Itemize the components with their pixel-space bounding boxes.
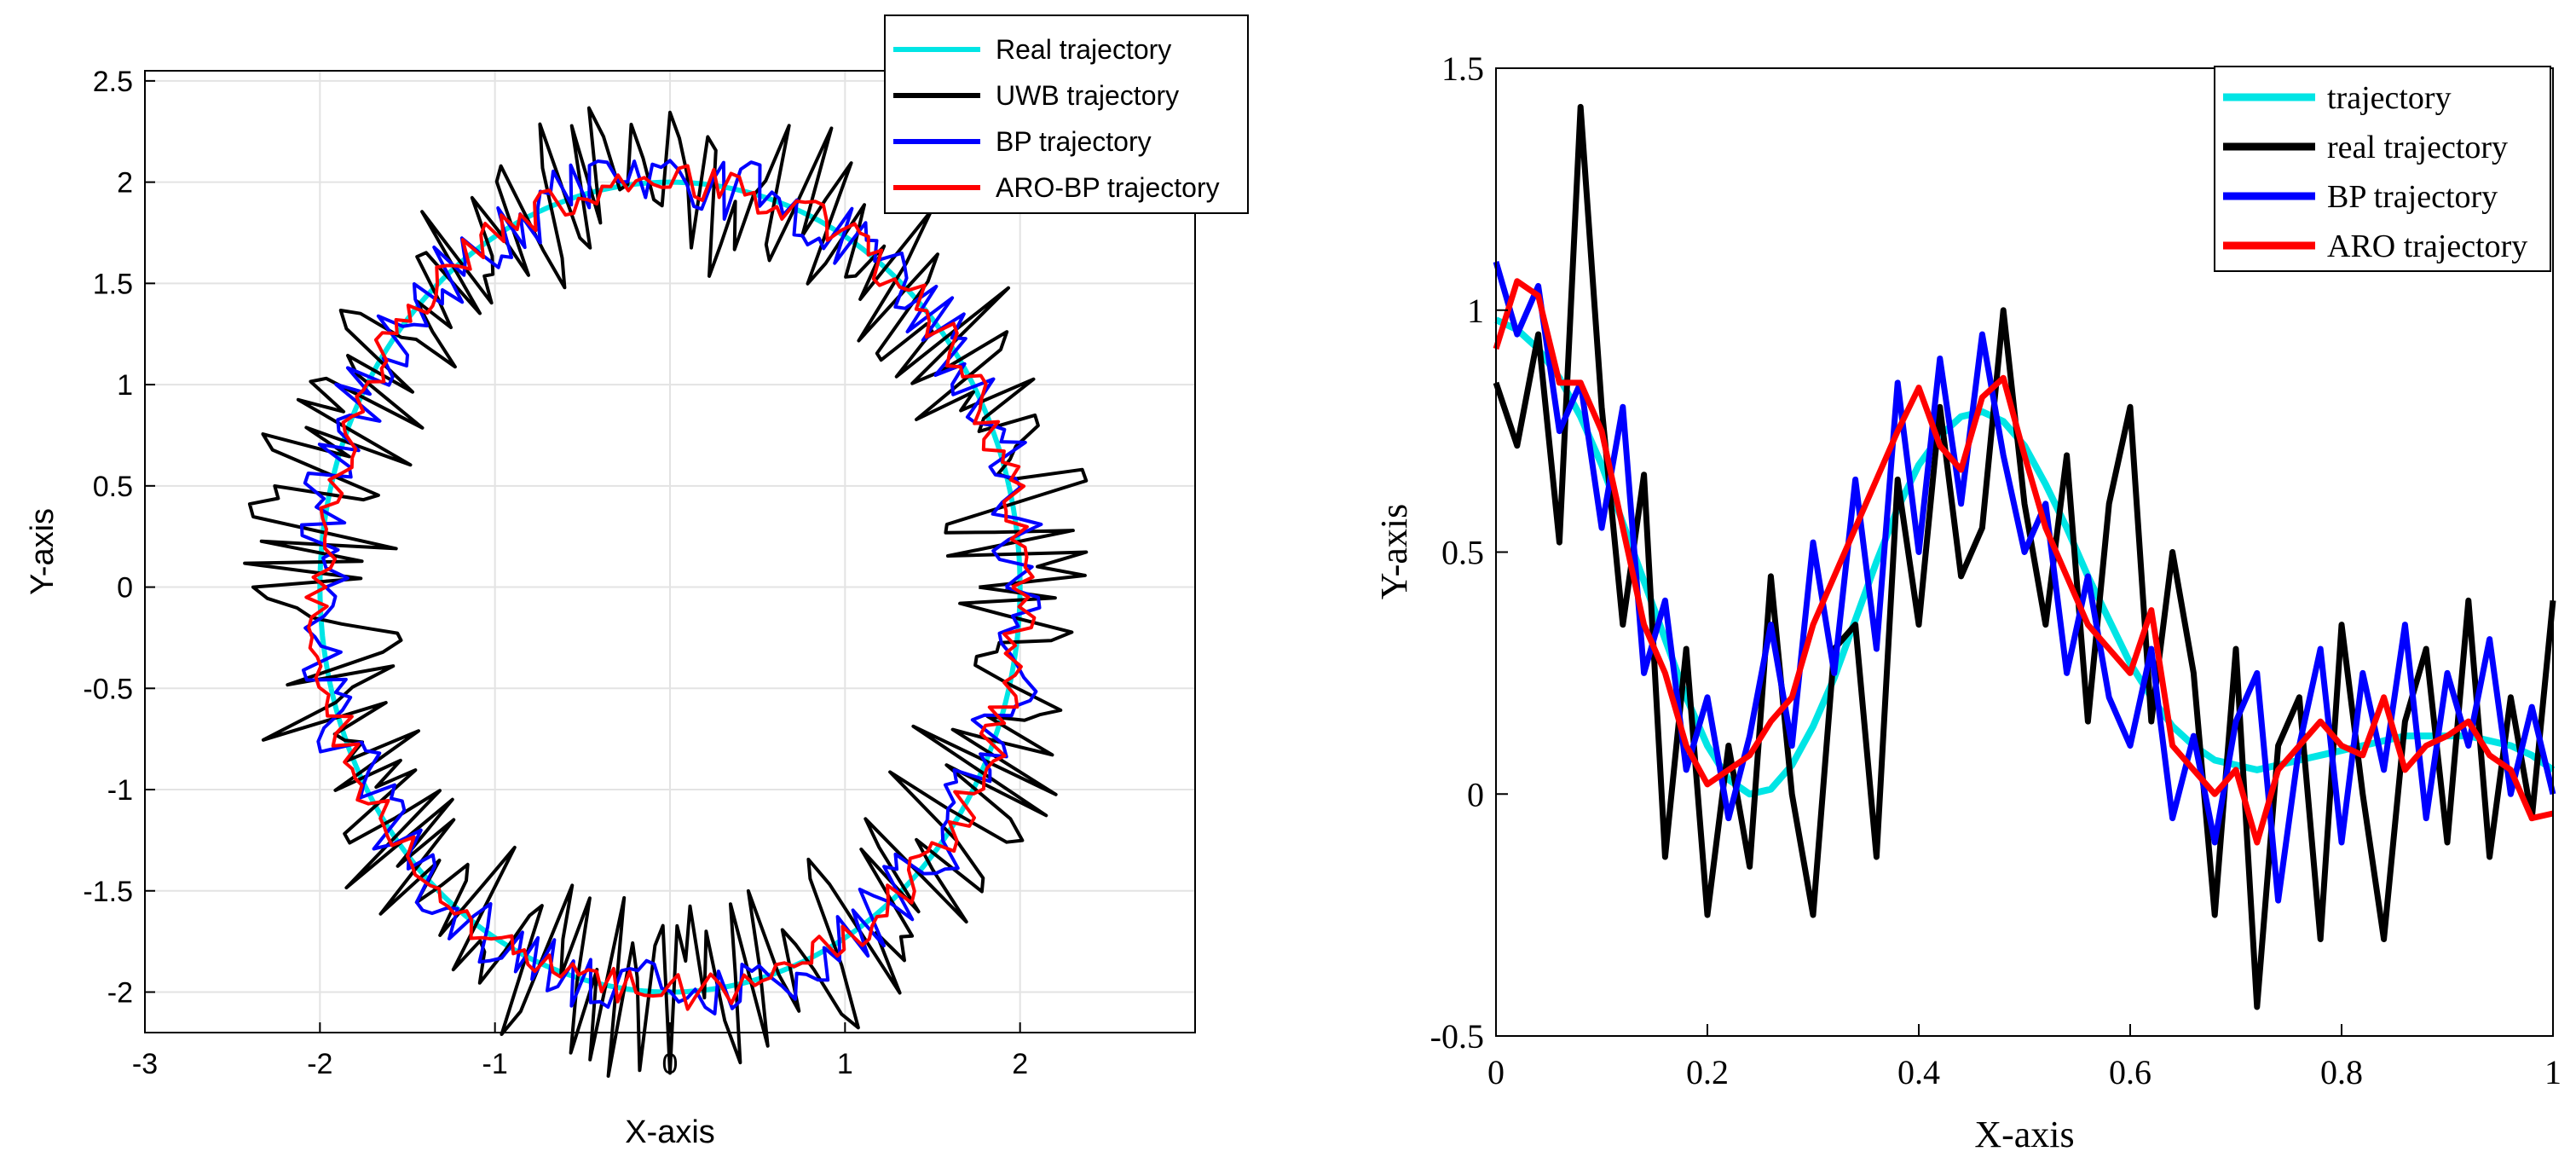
y-tick-label: 0.5 bbox=[93, 471, 133, 503]
chart-left-series bbox=[243, 106, 1089, 1078]
y-tick-label: -1.5 bbox=[83, 876, 133, 908]
chart-right: 0 0.2 0.4 0.6 0.8 1-0.500.511.5 X-axis Y-axis… bbox=[1373, 49, 2562, 1155]
legend-label-bp-trajectory: BP trajectory bbox=[996, 126, 1152, 157]
x-tick-label: 0.2 bbox=[1686, 1053, 1729, 1091]
chart-left-x-axis-label: X-axis bbox=[625, 1114, 715, 1150]
legend-label-aro-bp-trajectory: ARO-BP trajectory bbox=[996, 172, 1220, 203]
y-tick-label: 2.5 bbox=[93, 66, 133, 98]
x-tick-label: 0.8 bbox=[2320, 1053, 2363, 1091]
chart-left: -3 -2 -1 0 1 2 -2 -1.5 -1 -0.5 0 0.5 1 1.5 2 2.5 X-axis… bbox=[25, 14, 1249, 1150]
legend-label-uwb-trajectory: UWB trajectory bbox=[996, 80, 1179, 111]
legend-label-aro-trajectory: ARO trajectory bbox=[2327, 229, 2527, 264]
chart-left-ticks: -3 -2 -1 0 1 2 -2 -1.5 -1 -0.5 0 0.5 1 1.5 2 2.5 bbox=[83, 66, 1028, 1080]
legend-label-real-trajectory: real trajectory bbox=[2327, 130, 2508, 165]
series-line-aro-trajectory bbox=[1493, 278, 2554, 846]
y-tick-label: -2 bbox=[107, 977, 133, 1010]
chart-right-series bbox=[1493, 103, 2556, 1010]
legend-label-trajectory: trajectory bbox=[2327, 80, 2452, 116]
y-tick-label: 1 bbox=[117, 369, 133, 402]
chart-right-legend: trajectory real trajectory BP trajectory AR… bbox=[2214, 66, 2551, 272]
chart-left-y-axis-label: Y-axis bbox=[25, 508, 61, 595]
chart-right-x-axis-label: X-axis bbox=[1974, 1114, 2074, 1155]
series-line-aro-bp-trajectory bbox=[304, 164, 1037, 1011]
x-tick-label: -1 bbox=[482, 1048, 508, 1080]
y-tick-label: 0.5 bbox=[1441, 534, 1484, 572]
y-tick-label: 1.5 bbox=[1441, 49, 1484, 88]
legend-label-real-trajectory: Real trajectory bbox=[996, 34, 1171, 65]
x-tick-label: 0.6 bbox=[2109, 1053, 2151, 1091]
x-tick-label: 2 bbox=[1012, 1048, 1028, 1080]
y-tick-label: 0 bbox=[1467, 775, 1484, 813]
x-tick-label: 0 bbox=[1487, 1053, 1505, 1091]
x-tick-label: -2 bbox=[307, 1048, 332, 1080]
y-tick-label: 1 bbox=[1467, 292, 1484, 330]
x-tick-label: -3 bbox=[132, 1048, 158, 1080]
x-tick-label: 0.4 bbox=[1897, 1053, 1940, 1091]
y-tick-label: 2 bbox=[117, 167, 133, 200]
chart-right-ticks: 0 0.2 0.4 0.6 0.8 1-0.500.511.5 bbox=[1430, 49, 2562, 1091]
series-line-real-trajectory bbox=[1493, 103, 2556, 1010]
y-tick-label: -1 bbox=[107, 774, 133, 807]
x-tick-label: 1 bbox=[837, 1048, 853, 1080]
chart-right-y-axis-label: Y-axis bbox=[1373, 504, 1415, 599]
y-tick-label: 0 bbox=[117, 572, 133, 605]
x-tick-label: 0 bbox=[662, 1048, 679, 1080]
y-tick-label: 1.5 bbox=[93, 268, 133, 300]
series-line-bp-trajectory bbox=[1493, 261, 2556, 904]
y-tick-label: -0.5 bbox=[83, 673, 133, 705]
y-tick-label: -0.5 bbox=[1430, 1017, 1484, 1056]
chart-left-legend: Real trajectory UWB trajectory BP trajecto… bbox=[884, 14, 1249, 214]
legend-label-bp-trajectory: BP trajectory bbox=[2327, 179, 2498, 215]
x-tick-label: 1 bbox=[2544, 1053, 2562, 1091]
